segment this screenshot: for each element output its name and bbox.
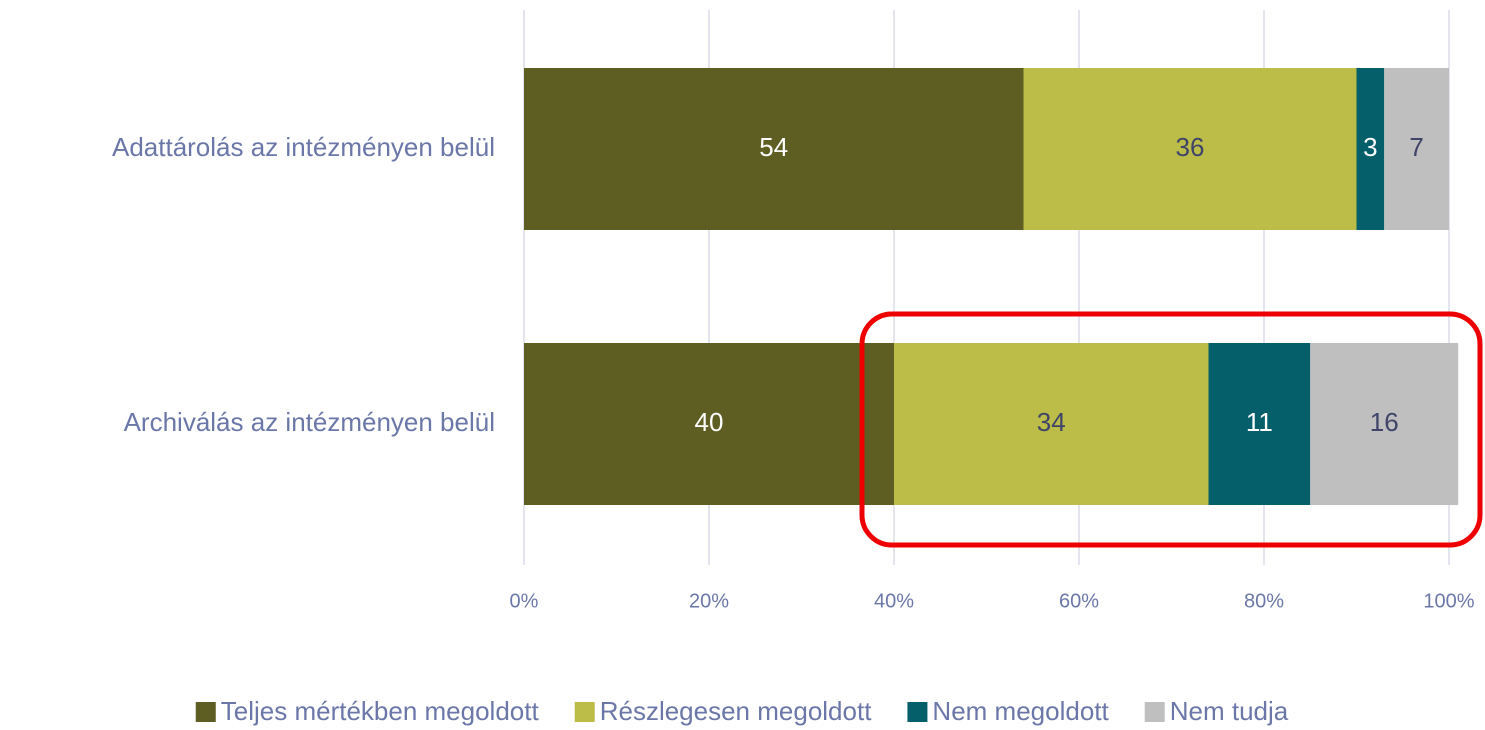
x-tick-label: 80% <box>1244 590 1284 612</box>
legend-swatch <box>1144 702 1165 722</box>
bar-segment <box>524 343 894 505</box>
legend-label: Nem megoldott <box>932 696 1109 726</box>
data-label: 7 <box>1409 132 1423 162</box>
legend-swatch <box>574 702 595 722</box>
data-label: 3 <box>1363 132 1377 162</box>
legend-swatch <box>907 702 928 722</box>
x-tick-label: 100% <box>1423 590 1474 612</box>
bar-segment <box>1384 68 1449 230</box>
data-label: 34 <box>1037 407 1066 437</box>
data-label: 16 <box>1370 407 1399 437</box>
legend-swatch <box>195 702 216 722</box>
bar-segment <box>1208 343 1311 505</box>
bar-segment <box>1356 68 1385 230</box>
bar-segment <box>524 68 1024 230</box>
x-tick-label: 0% <box>510 590 539 612</box>
x-tick-label: 20% <box>689 590 729 612</box>
data-label: 54 <box>759 132 788 162</box>
category-label: Adattárolás az intézményen belül <box>112 132 495 162</box>
legend-label: Nem tudja <box>1170 696 1289 726</box>
legend-label: Részlegesen megoldott <box>600 696 872 726</box>
data-label: 36 <box>1176 132 1205 162</box>
category-label: Archiválás az intézményen belül <box>124 407 495 437</box>
bar-segment <box>1310 343 1459 505</box>
data-label: 40 <box>695 407 724 437</box>
x-tick-label: 40% <box>874 590 914 612</box>
legend-label: Teljes mértékben megoldott <box>221 696 540 726</box>
bar-segment <box>1023 68 1357 230</box>
bar-segment <box>894 343 1209 505</box>
highlight-box <box>859 311 1483 548</box>
x-tick-label: 60% <box>1059 590 1099 612</box>
data-label: 11 <box>1246 407 1273 437</box>
